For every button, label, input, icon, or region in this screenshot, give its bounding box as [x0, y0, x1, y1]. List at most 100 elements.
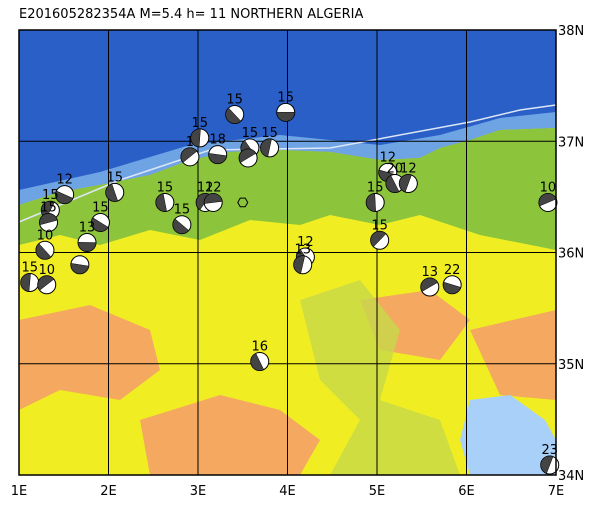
x-tick-label: 1E [11, 484, 28, 499]
beachball-compression [442, 281, 462, 295]
focal-mechanism [538, 192, 558, 212]
y-tick-label: 36N [558, 247, 584, 262]
depth-label: 20 [387, 162, 404, 177]
depth-label: 13 [294, 243, 311, 258]
beachball-compression [20, 273, 31, 292]
beachball-compression [276, 112, 295, 122]
focal-mechanism [90, 212, 110, 232]
beachball-compression [91, 217, 109, 232]
epicenter [237, 197, 249, 208]
y-tick-label: 38N [558, 24, 584, 39]
depth-label: 15 [40, 200, 57, 215]
beachball-compression [204, 193, 223, 204]
depth-label: 15 [21, 261, 38, 276]
depth-label: 15 [92, 200, 109, 215]
focal-mechanism [39, 212, 59, 232]
focal-mechanism [276, 102, 296, 122]
focal-mechanism [370, 230, 390, 250]
depth-label: 16 [251, 340, 268, 355]
focal-mechanism [203, 192, 223, 212]
focal-mechanism [70, 255, 90, 275]
depth-label: 15 [277, 90, 294, 105]
beachball-compression [35, 243, 52, 260]
beachball-compression [190, 128, 201, 148]
beachball-compression [172, 218, 190, 234]
focal-mechanism [180, 147, 200, 167]
beachball-compression [208, 153, 227, 164]
depth-label: 15 [157, 180, 174, 195]
focal-mechanism [398, 174, 418, 194]
beachball-compression [105, 183, 119, 202]
depth-label: 1 [186, 135, 194, 150]
depth-label: 12 [197, 180, 214, 195]
beachball-compression [77, 242, 97, 252]
depth-label: 12 [297, 235, 314, 250]
depth-label: 10 [540, 180, 557, 195]
focal-mechanism [238, 148, 258, 168]
depth-label: 23 [541, 443, 558, 458]
beachball-compression [399, 174, 412, 193]
depth-label: 18 [209, 133, 226, 148]
depth-label: 13 [422, 265, 439, 280]
beachball-compression [540, 455, 554, 474]
y-tick-label: 37N [558, 135, 584, 150]
depth-label: 15 [371, 218, 388, 233]
depth-label: 15 [106, 170, 123, 185]
beachball-compression [385, 175, 400, 193]
beachball-compression [37, 275, 55, 291]
focal-mechanism [55, 185, 75, 205]
focal-mechanism [37, 275, 57, 295]
focal-mechanism [155, 192, 175, 212]
focal-mechanism [172, 215, 192, 235]
beachball-compression [155, 193, 167, 212]
beachball-compression [39, 213, 58, 226]
y-tick-label: 35N [558, 358, 584, 373]
x-tick-label: 5E [369, 484, 386, 499]
depth-label: 13 [79, 220, 96, 235]
x-tick-label: 2E [100, 484, 117, 499]
beachball-compression [55, 190, 74, 204]
depth-label: 10 [37, 228, 54, 243]
y-tick-label: 34N [558, 469, 584, 484]
depth-label: 15 [226, 93, 243, 108]
beachball-compression [420, 277, 438, 292]
beachball-compression [180, 147, 198, 163]
beachball-compression [250, 353, 265, 371]
focal-mechanism [35, 240, 55, 260]
x-tick-label: 4E [279, 484, 296, 499]
depth-label: 15 [367, 180, 384, 195]
events [20, 102, 560, 475]
beachball-compression [70, 263, 90, 274]
focal-mechanism [260, 138, 280, 158]
depth-label: 12 [379, 150, 396, 165]
depth-label: 12 [205, 180, 222, 195]
depth-label: 15 [261, 126, 278, 141]
x-tick-label: 3E [190, 484, 207, 499]
beachball-compression [260, 138, 272, 158]
focal-mechanism [540, 455, 560, 475]
beachball-compression [366, 193, 376, 212]
beachball-compression [538, 193, 557, 207]
focal-mechanism [442, 275, 462, 295]
focal-mechanism [105, 182, 125, 202]
x-tick-label: 6E [458, 484, 475, 499]
depth-label: 15 [242, 126, 259, 141]
focal-mechanism [365, 192, 385, 212]
depth-label: 15 [192, 116, 209, 131]
depth-label: 12 [400, 162, 417, 177]
beachball-compression [370, 231, 387, 248]
focal-mechanism [77, 232, 97, 252]
beachball-compression [293, 255, 306, 274]
depth-label: 10 [38, 263, 55, 278]
focal-mechanism [293, 255, 313, 275]
beachball-compression [225, 107, 242, 124]
focal-mechanism [20, 273, 40, 293]
beachball-compression [238, 148, 257, 163]
focal-mechanism [225, 105, 245, 125]
x-tick-label: 7E [548, 484, 565, 499]
depth-label: 22 [444, 263, 461, 278]
map-frame [18, 29, 557, 476]
focal-mechanism [250, 352, 270, 372]
depth-label: 12 [56, 173, 73, 188]
depth-label: 15 [174, 203, 191, 218]
